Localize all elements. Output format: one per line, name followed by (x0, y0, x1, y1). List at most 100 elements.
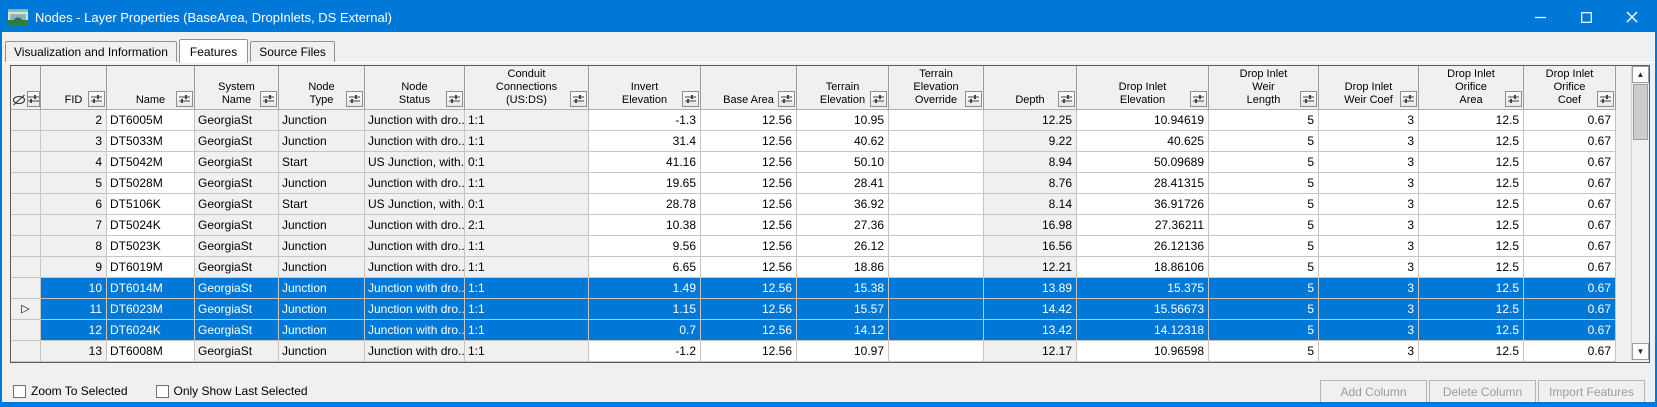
maximize-button[interactable] (1563, 2, 1609, 32)
row-selector-cell[interactable] (11, 320, 41, 341)
cell-conduit-connections[interactable]: 1:1 (465, 320, 589, 341)
cell-system-name[interactable]: GeorgiaSt (195, 299, 279, 320)
cell-terrain-elevation[interactable]: 18.86 (797, 257, 889, 278)
cell-fid[interactable]: 7 (41, 215, 107, 236)
column-header-node-status[interactable]: Node Status (365, 66, 465, 110)
table-row[interactable]: 3 DT5033M GeorgiaSt Junction Junction with d… (11, 131, 1616, 152)
column-header-row-selector[interactable] (11, 66, 41, 110)
cell-terrain-elevation[interactable]: 15.38 (797, 278, 889, 299)
cell-drop-inlet-weir-coef[interactable]: 3 (1319, 215, 1419, 236)
cell-invert-elevation[interactable]: 9.56 (589, 236, 701, 257)
cell-terrain-elevation[interactable]: 27.36 (797, 215, 889, 236)
column-header-node-type[interactable]: Node Type (279, 66, 365, 110)
cell-invert-elevation[interactable]: -1.3 (589, 110, 701, 131)
table-row[interactable]: 8 DT5023K GeorgiaSt Junction Junction with d… (11, 236, 1616, 257)
cell-node-type[interactable]: Start (279, 194, 365, 215)
cell-depth[interactable]: 8.76 (984, 173, 1077, 194)
cell-name[interactable]: DT5106K (107, 194, 195, 215)
cell-drop-inlet-orifice-area[interactable]: 12.5 (1419, 257, 1524, 278)
cell-drop-inlet-weir-length[interactable]: 5 (1209, 299, 1319, 320)
cell-drop-inlet-orifice-area[interactable]: 12.5 (1419, 110, 1524, 131)
cell-drop-inlet-weir-coef[interactable]: 3 (1319, 152, 1419, 173)
column-header-terrain-elevation[interactable]: Terrain Elevation (797, 66, 889, 110)
cell-base-area[interactable]: 12.56 (701, 236, 797, 257)
cell-terrain-elevation[interactable]: 15.57 (797, 299, 889, 320)
cell-depth[interactable]: 8.94 (984, 152, 1077, 173)
cell-terrain-elevation-override[interactable] (889, 278, 984, 299)
cell-terrain-elevation-override[interactable] (889, 215, 984, 236)
cell-system-name[interactable]: GeorgiaSt (195, 194, 279, 215)
cell-node-type[interactable]: Start (279, 152, 365, 173)
column-header-conduit-connections[interactable]: Conduit Connections (US:DS) (465, 66, 589, 110)
cell-drop-inlet-orifice-coef[interactable]: 0.67 (1524, 215, 1616, 236)
column-filter-button[interactable] (1300, 91, 1317, 107)
column-filter-button[interactable] (1505, 91, 1522, 107)
cell-conduit-connections[interactable]: 1:1 (465, 341, 589, 362)
cell-name[interactable]: DT6008M (107, 341, 195, 362)
only-show-last-selected-checkbox[interactable]: Only Show Last Selected (155, 384, 308, 398)
cell-name[interactable]: DT5042M (107, 152, 195, 173)
scrollbar-thumb[interactable] (1633, 84, 1648, 140)
cell-terrain-elevation-override[interactable] (889, 341, 984, 362)
row-selector-cell[interactable] (11, 173, 41, 194)
cell-fid[interactable]: 6 (41, 194, 107, 215)
cell-drop-inlet-weir-coef[interactable]: 3 (1319, 194, 1419, 215)
cell-drop-inlet-elevation[interactable]: 14.12318 (1077, 320, 1209, 341)
tab-features[interactable]: Features (178, 39, 249, 63)
column-filter-button[interactable] (1190, 91, 1207, 107)
cell-drop-inlet-elevation[interactable]: 26.12136 (1077, 236, 1209, 257)
cell-system-name[interactable]: GeorgiaSt (195, 131, 279, 152)
column-header-drop-inlet-elevation[interactable]: Drop Inlet Elevation (1077, 66, 1209, 110)
cell-conduit-connections[interactable]: 1:1 (465, 131, 589, 152)
cell-terrain-elevation-override[interactable] (889, 110, 984, 131)
cell-node-type[interactable]: Junction (279, 131, 365, 152)
cell-drop-inlet-weir-length[interactable]: 5 (1209, 152, 1319, 173)
cell-depth[interactable]: 12.25 (984, 110, 1077, 131)
column-filter-button[interactable] (1597, 91, 1614, 107)
cell-name[interactable]: DT6014M (107, 278, 195, 299)
checkbox-box[interactable] (13, 384, 26, 398)
cell-drop-inlet-weir-length[interactable]: 5 (1209, 320, 1319, 341)
column-filter-button[interactable] (1058, 91, 1075, 107)
column-header-drop-inlet-orifice-coef[interactable]: Drop Inlet Orifice Coef (1524, 66, 1616, 110)
cell-terrain-elevation[interactable]: 10.97 (797, 341, 889, 362)
cell-drop-inlet-elevation[interactable]: 15.375 (1077, 278, 1209, 299)
cell-name[interactable]: DT6019M (107, 257, 195, 278)
cell-system-name[interactable]: GeorgiaSt (195, 320, 279, 341)
cell-base-area[interactable]: 12.56 (701, 152, 797, 173)
table-row[interactable]: 6 DT5106K GeorgiaSt Start US Junction, with.… (11, 194, 1616, 215)
zoom-to-selected-checkbox[interactable]: Zoom To Selected (13, 384, 128, 398)
column-filter-button[interactable] (260, 91, 277, 107)
cell-drop-inlet-weir-length[interactable]: 5 (1209, 110, 1319, 131)
cell-drop-inlet-elevation[interactable]: 10.96598 (1077, 341, 1209, 362)
cell-drop-inlet-orifice-coef[interactable]: 0.67 (1524, 152, 1616, 173)
cell-system-name[interactable]: GeorgiaSt (195, 173, 279, 194)
column-filter-button[interactable] (965, 91, 982, 107)
cell-name[interactable]: DT5024K (107, 215, 195, 236)
cell-drop-inlet-weir-coef[interactable]: 3 (1319, 110, 1419, 131)
cell-system-name[interactable]: GeorgiaSt (195, 257, 279, 278)
cell-fid[interactable]: 5 (41, 173, 107, 194)
cell-node-status[interactable]: Junction with dro... (365, 341, 465, 362)
cell-fid[interactable]: 11 (41, 299, 107, 320)
cell-invert-elevation[interactable]: 1.15 (589, 299, 701, 320)
cell-drop-inlet-weir-length[interactable]: 5 (1209, 257, 1319, 278)
cell-depth[interactable]: 12.21 (984, 257, 1077, 278)
cell-terrain-elevation-override[interactable] (889, 173, 984, 194)
cell-drop-inlet-elevation[interactable]: 15.56673 (1077, 299, 1209, 320)
column-header-name[interactable]: Name (107, 66, 195, 110)
cell-node-status[interactable]: Junction with dro... (365, 131, 465, 152)
cell-node-type[interactable]: Junction (279, 173, 365, 194)
cell-drop-inlet-weir-coef[interactable]: 3 (1319, 278, 1419, 299)
column-filter-button[interactable] (682, 91, 699, 107)
cell-fid[interactable]: 8 (41, 236, 107, 257)
cell-conduit-connections[interactable]: 1:1 (465, 278, 589, 299)
cell-base-area[interactable]: 12.56 (701, 341, 797, 362)
cell-drop-inlet-weir-coef[interactable]: 3 (1319, 341, 1419, 362)
cell-drop-inlet-elevation[interactable]: 36.91726 (1077, 194, 1209, 215)
cell-terrain-elevation-override[interactable] (889, 236, 984, 257)
vertical-scrollbar[interactable]: ▲ ▼ (1631, 66, 1649, 360)
cell-terrain-elevation[interactable]: 10.95 (797, 110, 889, 131)
cell-drop-inlet-elevation[interactable]: 27.36211 (1077, 215, 1209, 236)
cell-base-area[interactable]: 12.56 (701, 278, 797, 299)
